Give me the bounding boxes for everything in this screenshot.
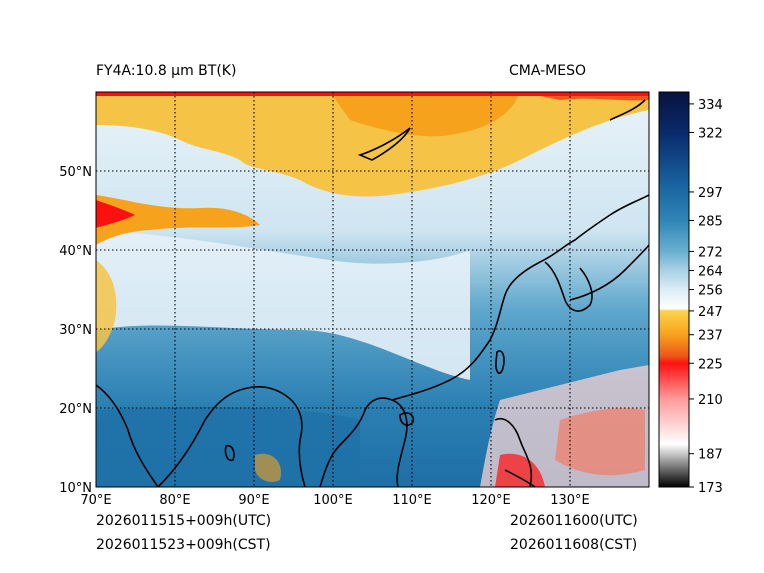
colorbar-tick-label: 187 [698,448,723,463]
colorbar-tick-label: 237 [698,329,723,344]
graticule [96,92,649,487]
lon-label: 100°E [313,493,353,508]
lon-label: 90°E [238,493,269,508]
coastline-taiwan [495,350,505,374]
lat-label: 50°N [59,165,92,180]
colorbar-tick-label: 173 [698,481,723,496]
latitude-labels: 50°N 40°N 30°N 20°N 10°N [59,165,92,496]
footer-right-utc: 2026011600(UTC) [510,513,638,529]
longitude-labels: 70°E 80°E 90°E 100°E 110°E 120°E 130°E [80,493,589,508]
map-frame [95,91,650,488]
coastline-sakhalin [609,99,646,121]
coastline-hainan [399,412,415,426]
map-panel [96,92,649,487]
cloud-band-top-edge [96,92,649,96]
coastline-philippines [494,418,536,487]
coastline-korea [544,261,593,312]
plateau-area [96,230,470,380]
cloud-band-north [96,92,649,197]
tropical-convection-core [555,408,645,476]
footer-left-utc: 2026011515+009h(UTC) [96,513,272,529]
colorbar-tick-label: 210 [698,393,723,408]
convection-bengal [255,453,281,482]
coastline-arabian-india [96,384,159,487]
colorbar-tick-label: 264 [698,264,723,279]
colorbar-tick-label: 334 [698,98,723,113]
cloud-west [96,195,260,245]
cloud-west-core [96,200,135,228]
colorbar-tick-label: 272 [698,245,723,260]
coastline-india-east [157,385,306,487]
lake-baikal [357,127,411,161]
lat-label: 40°N [59,244,92,259]
lat-label: 30°N [59,323,92,338]
coastline-srilanka [224,444,235,462]
coastline-china [391,194,649,401]
colorbar-tick-label: 247 [698,305,723,320]
colorbar-tick-label: 297 [698,186,723,201]
lat-label: 20°N [59,402,92,417]
title-right: CMA-MESO [509,63,587,79]
lat-label: 10°N [59,481,92,496]
title-left: FY4A:10.8 μm BT(K) [96,63,237,79]
ocean-deep-area [96,407,360,487]
footer-left-cst: 2026011523+009h(CST) [96,537,271,553]
coastlines [96,99,649,487]
colorbar-tick-label: 322 [698,126,723,141]
convection-south [495,453,545,487]
footer-right-cst: 2026011608(CST) [510,537,638,553]
lon-label: 110°E [392,493,432,508]
lon-label: 120°E [471,493,511,508]
colorbar-ticks: 334 322 297 285 272 264 256 247 237 225 210 187 173 [689,98,723,496]
colorbar-tick-label: 225 [698,357,723,372]
colorbar-ramp [659,92,689,487]
lon-label: 130°E [550,493,590,508]
lon-label: 80°E [159,493,190,508]
colorbar-tick-label: 285 [698,214,723,229]
lon-label: 70°E [80,493,111,508]
colorbar: 334 322 297 285 272 264 256 247 237 225 210 187 173 [658,91,723,496]
cloud-band-north-core [330,92,520,137]
colorbar-tick-label: 256 [698,284,723,299]
coastline-japan [569,244,649,301]
coastline-indochina [319,397,408,487]
